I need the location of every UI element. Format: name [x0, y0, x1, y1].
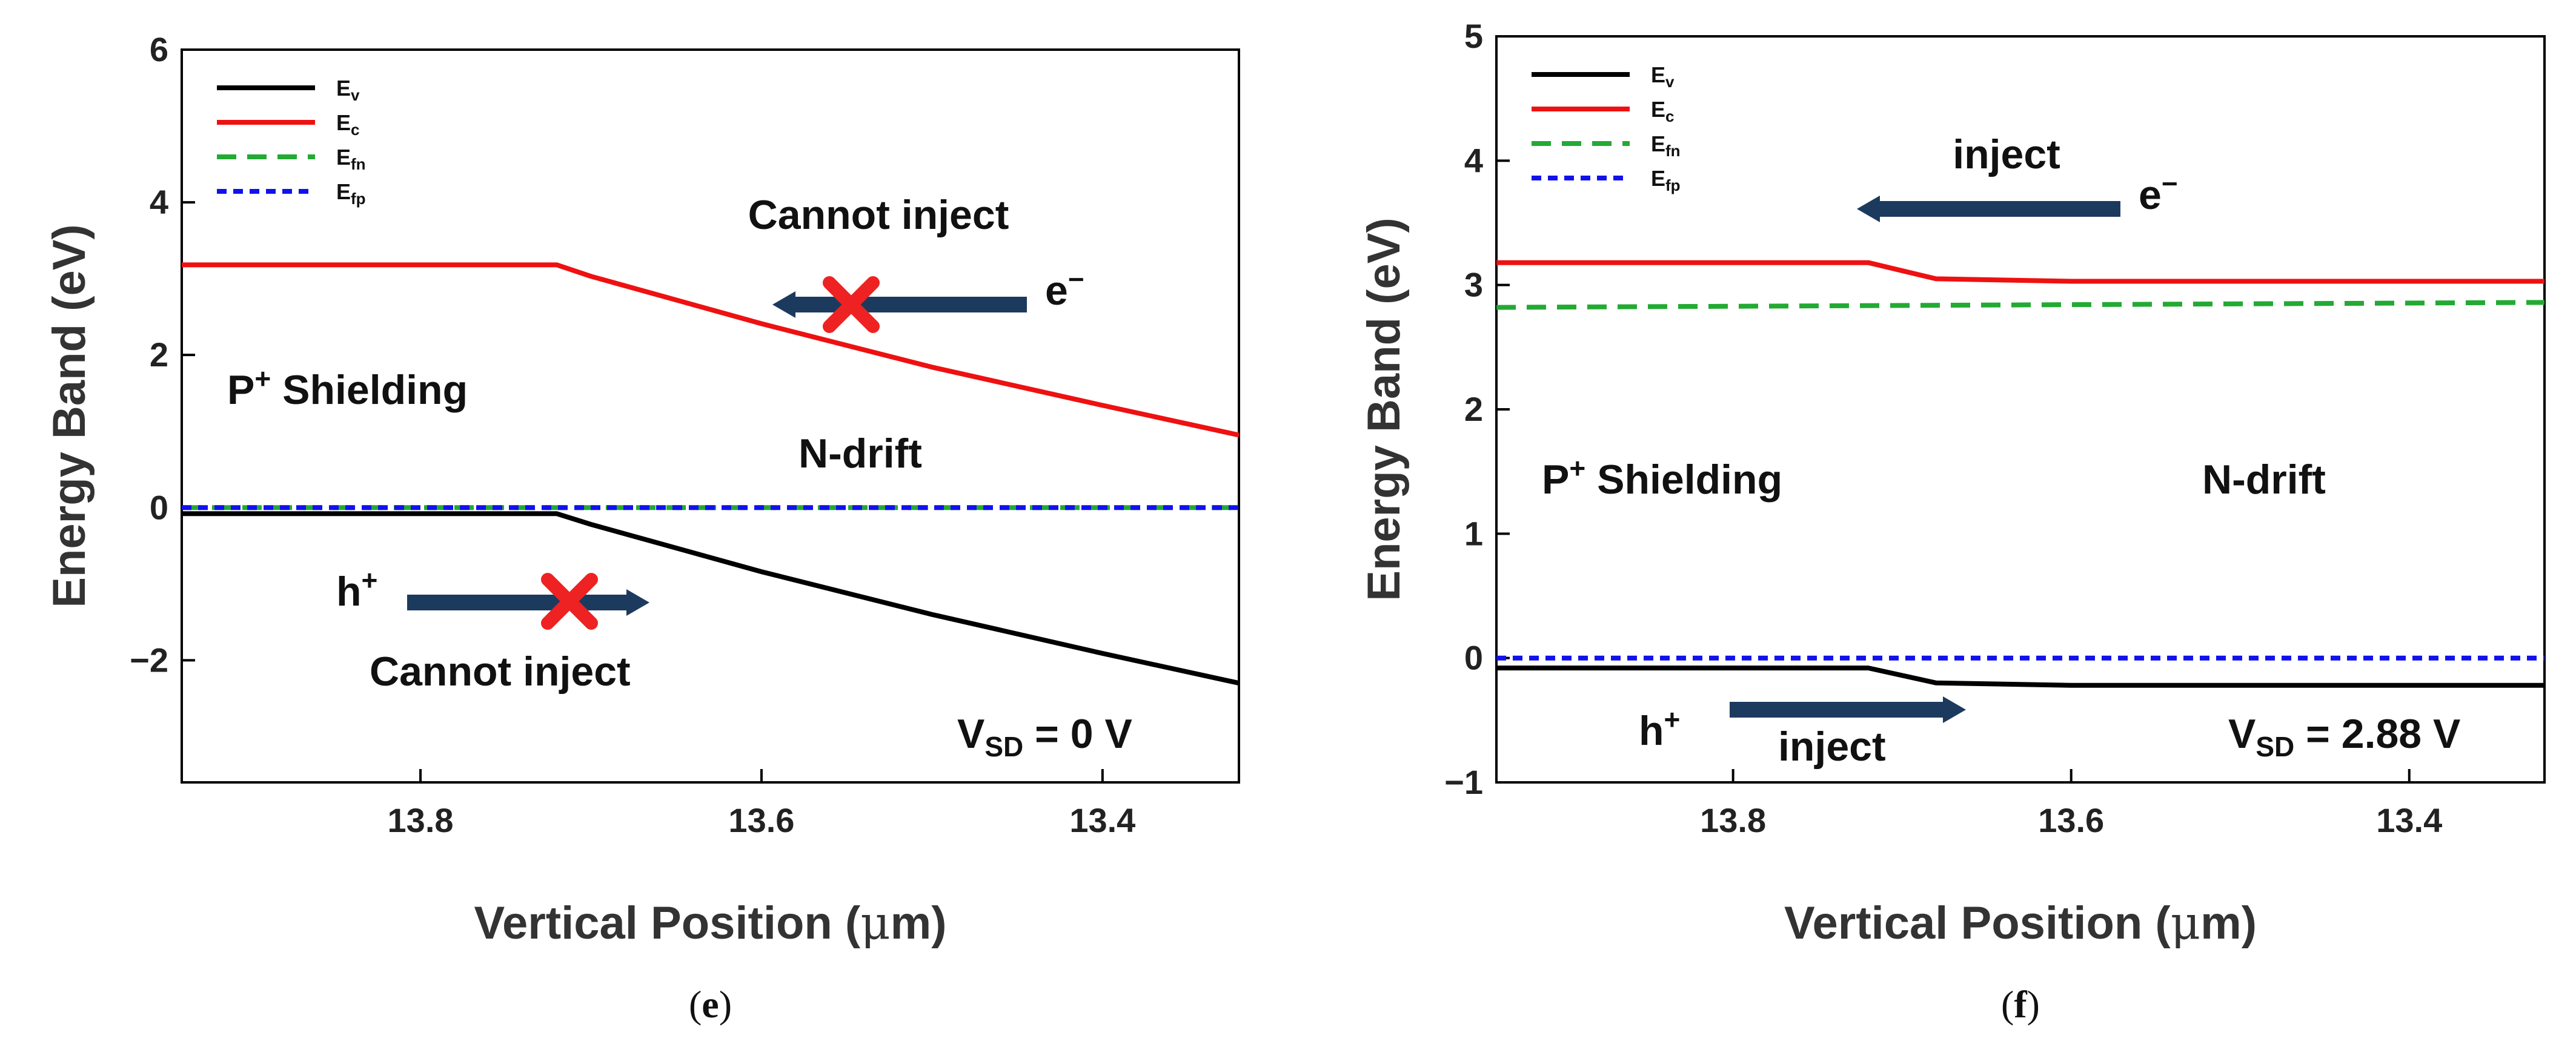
legend-label-ec: Ec: [1651, 97, 1674, 125]
x-tick-label: 13.4: [1069, 801, 1135, 839]
x-tick-label: 13.8: [1700, 801, 1766, 839]
chart-panel-e: 6 4 2 0 −2 13.8 13.6 13.4 Vertical Position (μm)…: [44, 30, 1240, 1026]
plot-frame: [181, 48, 1240, 784]
series-line-ec: [1496, 260, 2544, 284]
p-shielding-label: P+ Shielding: [227, 363, 468, 413]
p-shielding-label: P+ Shielding: [1542, 452, 1782, 503]
cannot-inject-holes-label: Cannot inject: [370, 649, 631, 695]
y-tick-label: 2: [1464, 390, 1483, 428]
cannot-inject-electrons-label: Cannot inject: [748, 192, 1009, 238]
y-tick-label: 1: [1464, 514, 1483, 552]
electron-blocked-cross-b: [823, 276, 880, 333]
inject-holes-label: inject: [1778, 724, 1886, 770]
y-tick-label: −2: [130, 641, 168, 679]
y-tick-label: 0: [1464, 639, 1483, 677]
series-line-ec: [182, 262, 1239, 438]
electron-arrow: [795, 297, 1027, 312]
x-tick-label: 13.6: [2038, 801, 2104, 839]
legend-label-efp: Efp: [336, 179, 366, 208]
y-tick-label: 4: [150, 183, 168, 221]
x-tick-label: 13.6: [728, 801, 794, 839]
legend-label-efn: Efn: [1651, 131, 1681, 160]
chart-panel-f: 5 4 3 2 1 0 −1 13.8 13.6 13.4 Vertical Position (μ…: [1358, 17, 2546, 1026]
series-group: [1496, 260, 2544, 688]
y-tick-label: 5: [1464, 17, 1483, 55]
hole-arrow-head: [626, 589, 649, 616]
n-drift-label: N-drift: [798, 431, 922, 477]
y-tick-label: 3: [1464, 266, 1483, 304]
n-drift-label: N-drift: [2202, 457, 2326, 503]
panel-caption: (e): [689, 983, 732, 1026]
hole-arrow-head: [1943, 696, 1966, 723]
legend-label-ec: Ec: [336, 110, 359, 139]
y-tick-label: 2: [150, 335, 168, 374]
bias-voltage-label: VSD = 0 V: [957, 711, 1132, 762]
electron-label: e−: [1045, 263, 1084, 314]
electron-label: e−: [2139, 168, 2178, 218]
legend-label-ev: Ev: [1651, 62, 1675, 91]
hole-blocked-cross-b: [541, 573, 598, 630]
series-line-ev: [1496, 666, 2544, 688]
y-tick-label: −1: [1444, 763, 1483, 801]
bias-voltage-label: VSD = 2.88 V: [2228, 711, 2460, 762]
legend-label-efp: Efp: [1651, 166, 1681, 194]
x-tick-label: 13.8: [388, 801, 454, 839]
series-line-ev: [182, 511, 1239, 686]
y-axis-label: Energy Band (eV): [1358, 217, 1410, 601]
x-tick-label: 13.4: [2376, 801, 2442, 839]
y-axis-label: Energy Band (eV): [44, 224, 95, 607]
hole-label: h+: [1639, 704, 1680, 754]
hole-arrow: [407, 595, 626, 610]
x-axis-label: Vertical Position (μm): [1784, 896, 2257, 950]
electron-arrow-head: [1857, 196, 1880, 222]
electron-arrow: [1880, 201, 2120, 217]
y-tick-label: 6: [150, 30, 168, 68]
electron-arrow-head: [772, 291, 795, 318]
legend-label-ev: Ev: [336, 76, 360, 104]
series-line-efn: [1496, 300, 2544, 310]
hole-arrow: [1730, 702, 1943, 718]
panel-caption: (f): [2001, 983, 2040, 1026]
series-group: [182, 262, 1239, 686]
x-axis-label: Vertical Position (μm): [474, 896, 946, 950]
legend-label-efn: Efn: [336, 145, 366, 173]
hole-label: h+: [336, 564, 377, 615]
inject-electrons-label: inject: [1953, 131, 2060, 177]
y-tick-label: 4: [1464, 141, 1483, 179]
y-tick-label: 0: [150, 488, 168, 526]
